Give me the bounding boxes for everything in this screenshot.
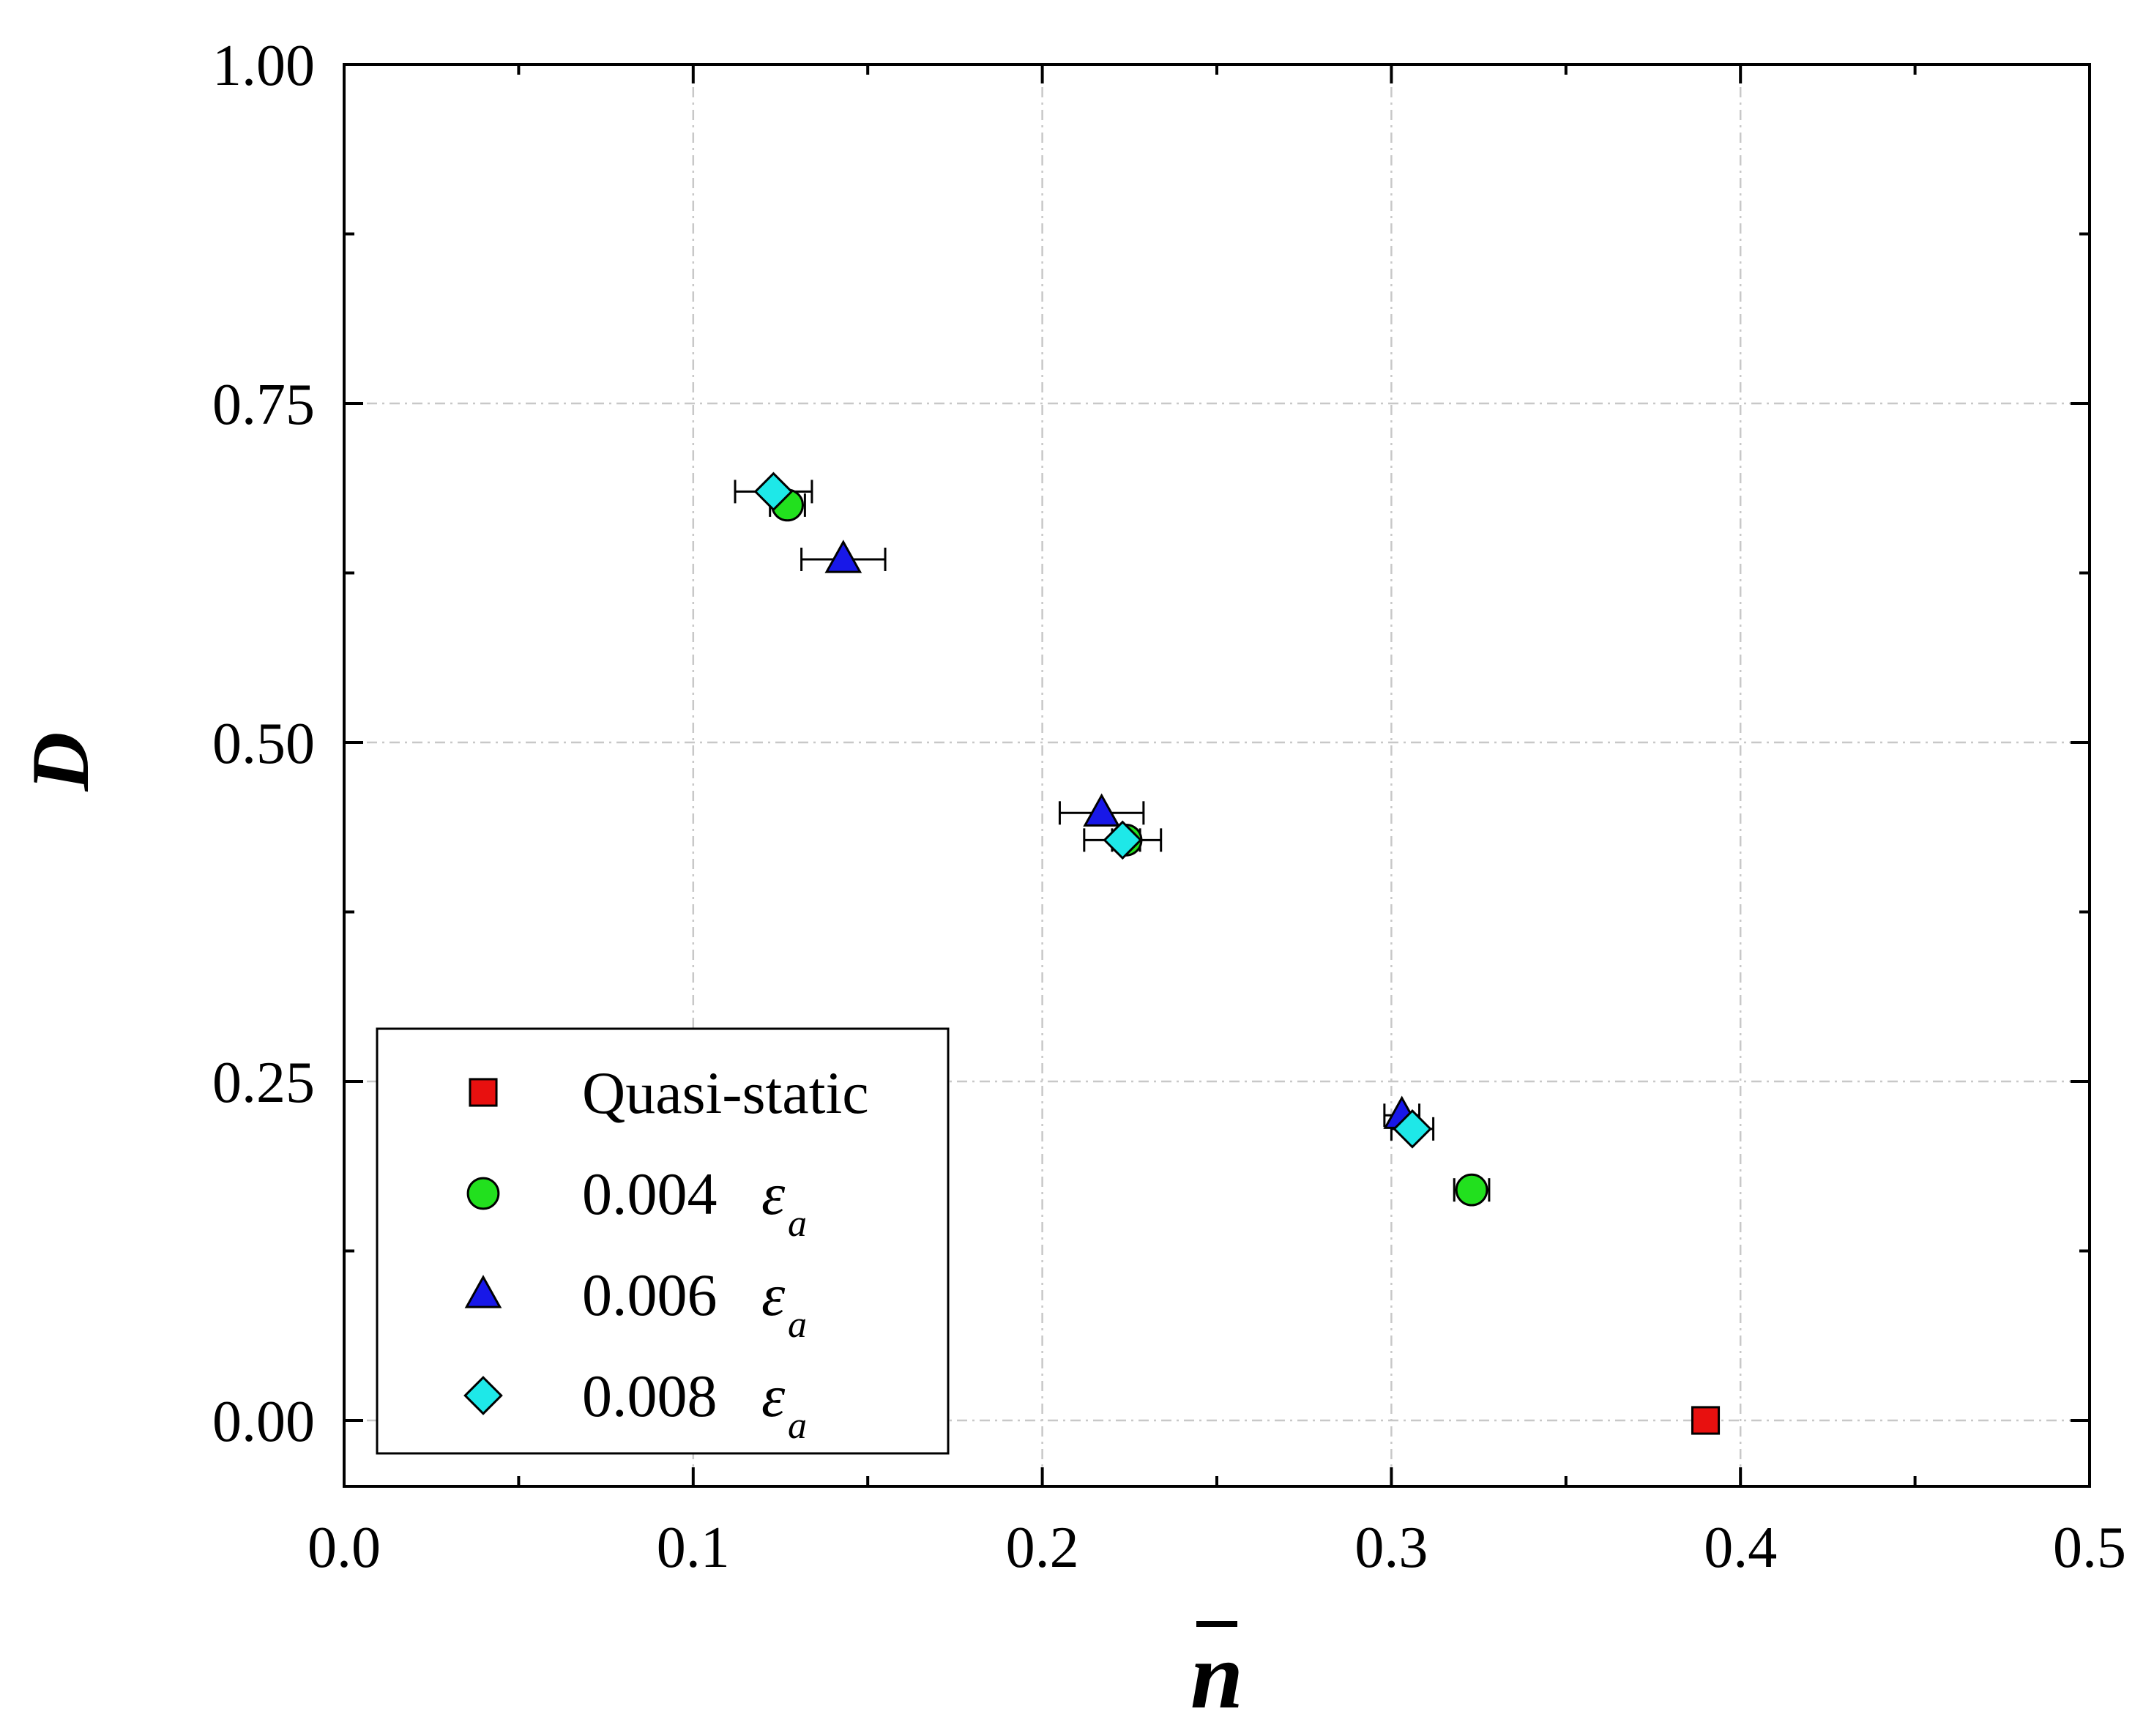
- legend-marker-square: [469, 1078, 498, 1107]
- x-tick-label: 0.0: [308, 1516, 381, 1580]
- legend-subscript: a: [788, 1203, 807, 1245]
- legend-entry-triangle: 0.006 ε a: [464, 1262, 807, 1346]
- x-tick-label: 0.1: [657, 1516, 730, 1580]
- y-tick-label: 0.00: [212, 1390, 315, 1454]
- data-point-circle: [1455, 1173, 1488, 1207]
- tick-labels: 0.0 0.1 0.2 0.3 0.4 0.5 0.00 0.25 0.50 0.75 1.00: [212, 34, 2126, 1580]
- legend-subscript: a: [788, 1405, 807, 1447]
- y-tick-label: 0.25: [212, 1051, 315, 1115]
- legend-label: 0.008: [582, 1363, 718, 1429]
- legend-subscript: a: [788, 1304, 807, 1346]
- x-tick-label: 0.2: [1006, 1516, 1079, 1580]
- x-axis-title: n: [1190, 1623, 1243, 1729]
- legend-entry-diamond: 0.008 ε a: [463, 1363, 807, 1447]
- data-point-square: [1691, 1406, 1721, 1435]
- data-point-diamond: [1393, 1109, 1432, 1149]
- axis-ticks: [343, 63, 2091, 1486]
- data-point-triangle: [1083, 793, 1121, 827]
- legend-epsilon-symbol: ε: [761, 1363, 786, 1429]
- legend-epsilon-symbol: ε: [761, 1161, 786, 1227]
- x-tick-label: 0.3: [1354, 1516, 1428, 1580]
- legend-label: 0.006: [582, 1262, 718, 1328]
- data-points: [753, 472, 1721, 1435]
- legend-entry-circle: 0.004 ε a: [466, 1161, 807, 1245]
- legend-label: Quasi-static: [582, 1059, 869, 1126]
- y-tick-label: 0.50: [212, 712, 315, 776]
- y-tick-label: 1.00: [212, 34, 315, 98]
- data-point-triangle: [824, 540, 862, 573]
- legend-marker-circle: [466, 1177, 500, 1210]
- y-tick-label: 0.75: [212, 373, 315, 437]
- y-axis-title: D: [15, 732, 106, 792]
- legend-marker-diamond: [463, 1376, 503, 1415]
- x-tick-label: 0.5: [2053, 1516, 2126, 1580]
- x-tick-label: 0.4: [1704, 1516, 1777, 1580]
- legend-marker-triangle: [464, 1275, 502, 1308]
- grid: [344, 64, 2090, 1486]
- legend-epsilon-symbol: ε: [761, 1262, 786, 1328]
- data-point-diamond: [753, 472, 794, 512]
- data-point-diamond: [1103, 820, 1143, 860]
- legend-label: 0.004: [582, 1161, 718, 1227]
- legend-entry-square: Quasi-static: [469, 1059, 869, 1126]
